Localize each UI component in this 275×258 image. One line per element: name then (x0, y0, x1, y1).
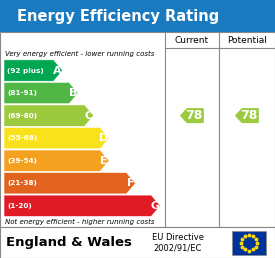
Text: 78: 78 (185, 109, 202, 122)
Text: (92 plus): (92 plus) (7, 68, 44, 74)
Polygon shape (4, 105, 94, 126)
Text: (55-68): (55-68) (7, 135, 37, 141)
Text: England & Wales: England & Wales (6, 236, 132, 249)
Polygon shape (4, 195, 160, 216)
Text: Potential: Potential (227, 36, 267, 45)
Polygon shape (4, 127, 109, 149)
Text: Very energy efficient - lower running costs: Very energy efficient - lower running co… (5, 51, 154, 57)
Polygon shape (235, 108, 259, 123)
Text: Current: Current (175, 36, 209, 45)
Text: (69-80): (69-80) (7, 112, 37, 119)
Text: G: G (150, 201, 159, 211)
Text: E: E (100, 156, 108, 166)
Bar (232, 230, 266, 255)
Text: 78: 78 (240, 109, 257, 122)
Polygon shape (180, 108, 204, 123)
Bar (0, 0, 275, 32)
Text: A: A (53, 66, 62, 76)
Text: C: C (84, 111, 93, 120)
Polygon shape (4, 150, 109, 171)
Text: Energy Efficiency Rating: Energy Efficiency Rating (17, 9, 219, 24)
Text: B: B (69, 88, 77, 98)
Polygon shape (4, 60, 63, 81)
Text: F: F (127, 178, 134, 188)
Text: (1-20): (1-20) (7, 203, 32, 209)
Bar (0, 227, 275, 258)
Text: (21-38): (21-38) (7, 180, 37, 186)
Text: (81-91): (81-91) (7, 90, 37, 96)
Polygon shape (4, 173, 136, 194)
Polygon shape (4, 82, 78, 104)
Text: EU Directive
2002/91/EC: EU Directive 2002/91/EC (152, 233, 204, 252)
Text: Not energy efficient - higher running costs: Not energy efficient - higher running co… (5, 219, 155, 225)
Text: (39-54): (39-54) (7, 158, 37, 164)
Text: D: D (99, 133, 108, 143)
Bar (0, 32, 275, 227)
